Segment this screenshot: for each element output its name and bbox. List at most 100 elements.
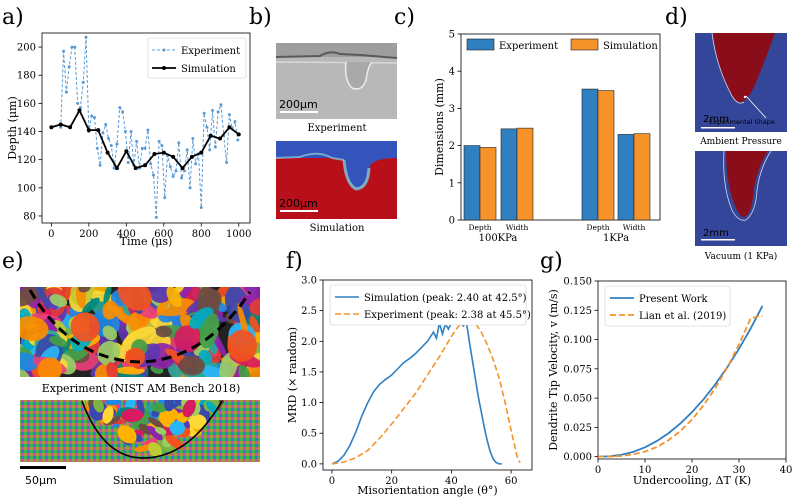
experiment-point — [182, 169, 186, 173]
x-tick-label: 40 — [445, 476, 458, 487]
series-experiment-line — [60, 37, 239, 218]
bar-experiment — [581, 88, 599, 221]
y-tick-label: 1.5 — [301, 367, 317, 378]
experiment-point — [154, 215, 158, 219]
simulation-point — [68, 125, 73, 130]
y-tick-label: 200 — [17, 43, 36, 54]
panel-letter-a: a) — [2, 5, 24, 30]
y-tick-label: 0.125 — [563, 306, 592, 317]
grain — [154, 427, 167, 435]
x-axis-label: Time (μs) — [120, 235, 173, 248]
legend-marker-experiment — [162, 48, 166, 52]
panel-b-caption-simulation: Simulation — [310, 223, 365, 234]
experiment-point — [219, 103, 223, 107]
grain — [164, 400, 175, 412]
grain — [93, 400, 104, 413]
experiment-point — [109, 144, 113, 148]
simulation-point — [114, 166, 119, 171]
y-tick-label: 2.5 — [301, 306, 317, 317]
experiment-point — [163, 196, 167, 200]
experiment-point — [70, 45, 74, 49]
simulation-point — [199, 150, 204, 155]
legend-label: Experiment (peak: 2.38 at 45.5°) — [364, 310, 531, 321]
panel-d-caption-ambient: Ambient Pressure — [699, 137, 782, 147]
grain — [182, 400, 196, 418]
experiment-point — [157, 139, 161, 143]
grain — [120, 408, 144, 423]
series-line-experiment — [331, 317, 521, 465]
grain — [242, 287, 260, 302]
y-axis-label: Dendrite Tip Velocity, v (m/s) — [547, 289, 560, 451]
y-tick-label: 80 — [23, 211, 36, 222]
y-tick-label: 3.0 — [301, 276, 317, 287]
grain — [227, 329, 258, 362]
experiment-point — [112, 166, 116, 170]
grain — [33, 287, 50, 310]
simulation-point — [105, 150, 110, 155]
grain — [155, 325, 172, 338]
experiment-point — [191, 137, 195, 141]
grain — [121, 326, 157, 352]
experiment-point — [107, 137, 111, 141]
simulation-point — [86, 128, 91, 133]
legend-label: Lian et al. (2019) — [639, 311, 726, 322]
panel-e-simulation-grains: 50μm — [20, 400, 260, 487]
y-tick-label: 0.000 — [563, 452, 592, 463]
y-tick-label: 0.025 — [563, 423, 592, 434]
y-tick-label: 4 — [449, 67, 455, 78]
grain — [78, 287, 91, 293]
grain — [147, 425, 163, 441]
grain — [102, 325, 118, 341]
grain — [136, 400, 145, 417]
category-label: Depth — [468, 223, 491, 232]
x-tick-label: 200 — [79, 229, 98, 240]
experiment-point — [81, 80, 85, 84]
experiment-point — [211, 108, 215, 112]
legend-swatch-simulation — [570, 38, 599, 51]
y-tick-label: 0.0 — [301, 459, 317, 470]
y-tick-label: 3 — [449, 104, 455, 115]
experiment-point — [225, 160, 229, 164]
experiment-point — [171, 175, 175, 179]
panel-letter-g: g) — [540, 249, 563, 274]
x-tick-label: 20 — [385, 476, 398, 487]
chart-a-depth-vs-time: 0 200 400 600 800 1000 80 100 120 140 160 180 200 Tim… — [6, 32, 251, 248]
grain — [20, 316, 49, 342]
simulation-point — [152, 152, 157, 157]
y-tick-label: 100 — [17, 183, 36, 194]
simulation-point — [227, 125, 232, 130]
x-tick-label: 40 — [780, 465, 793, 476]
experiment-point — [151, 173, 155, 177]
y-tick-label: 2.0 — [301, 337, 317, 348]
grain — [127, 311, 148, 333]
bar-experiment — [500, 128, 518, 221]
experiment-point — [168, 165, 172, 169]
legend-label: Simulation (peak: 2.40 at 42.5°) — [364, 293, 527, 304]
grain — [37, 357, 63, 377]
group-label: 100KPa — [479, 233, 518, 244]
panel-b-simulation-image: 200μm — [275, 141, 397, 219]
x-axis-label: Undercooling, ΔT (K) — [633, 474, 751, 487]
experiment-point — [76, 101, 80, 105]
experiment-point — [118, 106, 122, 110]
experiment-point — [177, 141, 181, 145]
experiment-point — [185, 148, 189, 152]
panel-d-annotation: Experimental Shape — [709, 118, 775, 126]
grain — [148, 442, 163, 458]
y-tick-label: 1 — [449, 178, 455, 189]
simulation-point — [236, 132, 241, 137]
y-tick-label: 5 — [449, 30, 455, 41]
bar-simulation — [516, 127, 534, 221]
grain — [20, 352, 38, 372]
experiment-point — [188, 186, 192, 190]
grain — [49, 336, 68, 347]
y-tick-label: 0.150 — [563, 277, 592, 288]
y-tick-label: 180 — [17, 71, 36, 82]
group-label: 1KPa — [603, 233, 629, 244]
simulation-point — [208, 133, 213, 138]
experiment-point — [202, 111, 206, 115]
bar-simulation — [479, 147, 497, 221]
experiment-point — [160, 144, 164, 148]
experiment-point — [67, 65, 71, 69]
experiment-point — [104, 122, 108, 126]
